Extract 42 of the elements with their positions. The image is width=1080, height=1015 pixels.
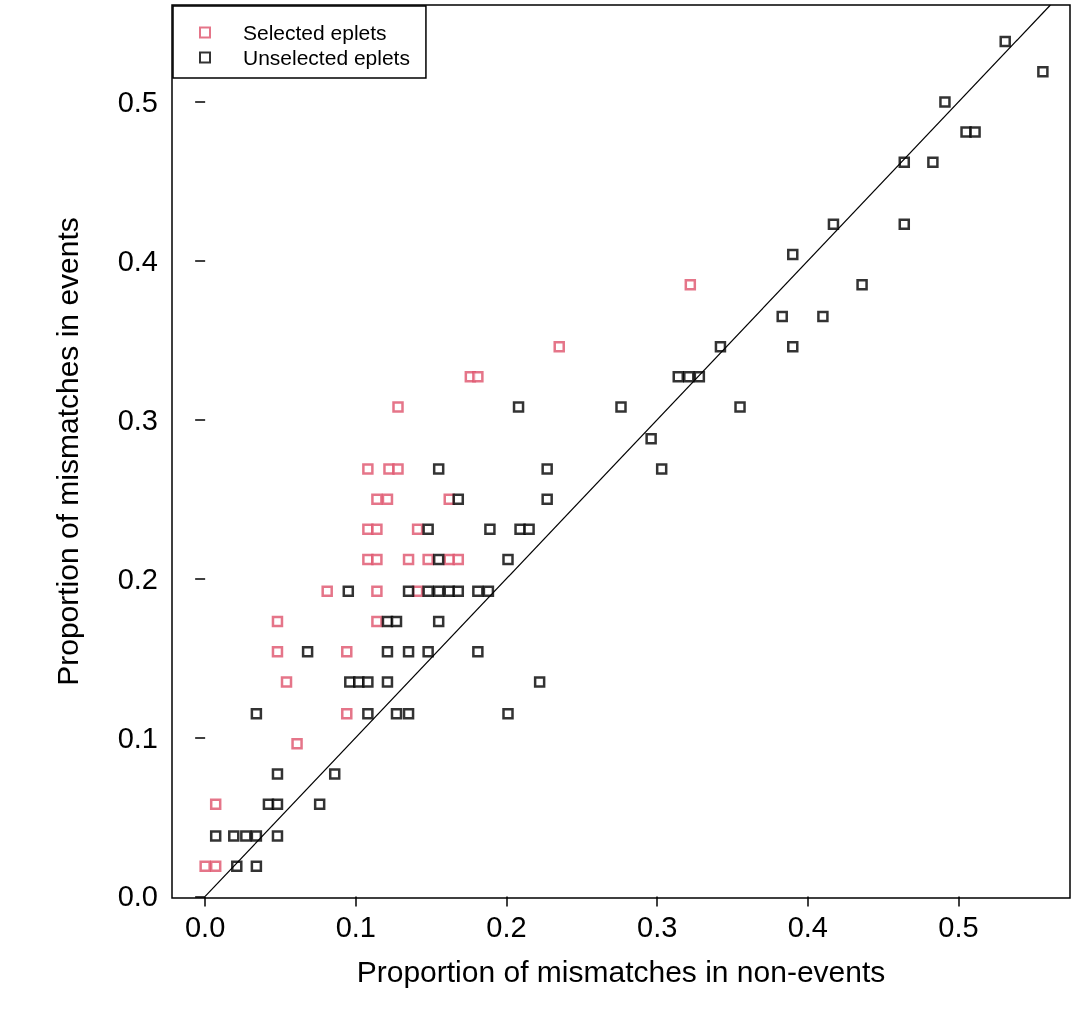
point xyxy=(392,401,404,413)
point xyxy=(209,860,222,872)
point xyxy=(321,585,333,598)
y-tick-label: 0.5 xyxy=(117,85,158,118)
y-tick-label: 0.4 xyxy=(117,244,158,277)
point xyxy=(472,371,484,383)
x-tick-label: 0.2 xyxy=(486,910,527,943)
y-tick-label: 0.2 xyxy=(117,562,158,595)
point xyxy=(381,493,394,505)
x-tick-label: 0.4 xyxy=(787,910,828,943)
point xyxy=(684,278,697,291)
point xyxy=(402,553,415,566)
point xyxy=(371,493,383,505)
point xyxy=(371,523,383,536)
legend-label: Unselected eplets xyxy=(243,46,410,69)
point xyxy=(371,553,383,566)
point xyxy=(280,676,293,688)
point xyxy=(341,645,353,658)
point xyxy=(371,585,383,598)
x-tick-label: 0.0 xyxy=(184,910,226,943)
y-tick-label: 0.3 xyxy=(117,403,158,436)
point xyxy=(341,707,353,720)
point xyxy=(291,738,303,750)
point xyxy=(443,493,455,505)
point xyxy=(422,553,434,566)
x-axis-title: Proportion of mismatches in non-events xyxy=(356,954,886,988)
legend-label: Selected eplets xyxy=(243,21,387,44)
point xyxy=(371,615,383,628)
x-tick-label: 0.5 xyxy=(938,910,979,943)
point xyxy=(553,340,565,353)
point xyxy=(209,798,222,810)
x-tick-label: 0.3 xyxy=(637,910,678,943)
y-tick-label: 0.1 xyxy=(117,721,158,754)
y-axis-title: Proportion of mismatches in events xyxy=(50,217,84,686)
x-tick-label: 0.1 xyxy=(335,910,376,943)
y-tick-label: 0.0 xyxy=(117,880,158,913)
point xyxy=(392,463,404,475)
point xyxy=(362,463,374,475)
point xyxy=(271,615,284,628)
point xyxy=(452,553,465,566)
point xyxy=(271,645,284,658)
point xyxy=(199,860,211,872)
